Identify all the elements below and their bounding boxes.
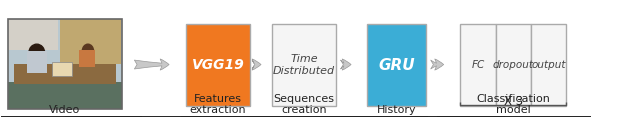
FancyBboxPatch shape xyxy=(461,24,495,106)
FancyBboxPatch shape xyxy=(52,62,72,76)
Ellipse shape xyxy=(29,44,45,62)
Text: Features
extraction: Features extraction xyxy=(189,94,246,115)
FancyBboxPatch shape xyxy=(531,24,566,106)
Text: dropout: dropout xyxy=(493,60,534,70)
FancyBboxPatch shape xyxy=(495,24,531,106)
FancyBboxPatch shape xyxy=(8,82,122,109)
Text: Classification
model: Classification model xyxy=(477,94,550,115)
Text: X 3: X 3 xyxy=(504,95,523,108)
FancyBboxPatch shape xyxy=(8,19,58,50)
Text: Time
Distributed: Time Distributed xyxy=(273,54,335,76)
Text: FC: FC xyxy=(472,60,484,70)
Text: History: History xyxy=(377,105,417,115)
FancyBboxPatch shape xyxy=(60,19,121,64)
FancyBboxPatch shape xyxy=(79,50,95,67)
FancyBboxPatch shape xyxy=(367,24,426,106)
FancyBboxPatch shape xyxy=(8,19,122,109)
Text: Video: Video xyxy=(49,105,80,115)
Text: GRU: GRU xyxy=(378,58,415,73)
FancyBboxPatch shape xyxy=(14,64,116,84)
Text: Sequences
creation: Sequences creation xyxy=(273,94,335,115)
Ellipse shape xyxy=(83,44,93,59)
Text: output: output xyxy=(531,60,566,70)
Text: VGG19: VGG19 xyxy=(191,58,244,72)
FancyBboxPatch shape xyxy=(26,51,47,73)
FancyBboxPatch shape xyxy=(272,24,336,106)
FancyBboxPatch shape xyxy=(186,24,250,106)
